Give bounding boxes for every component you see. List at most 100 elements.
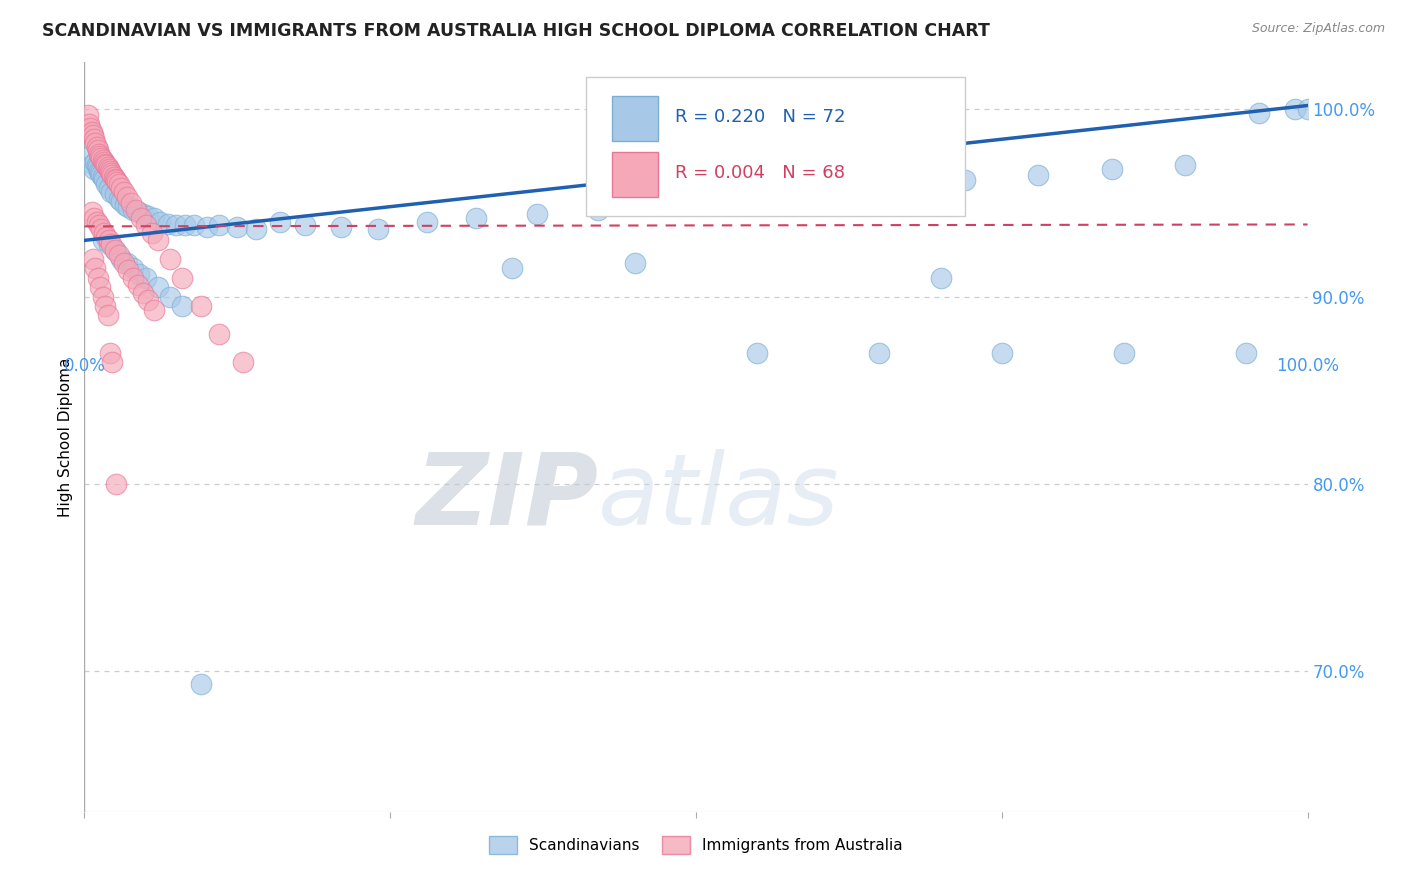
Point	[84, 261, 107, 276]
Point	[83, 162, 105, 177]
Point	[93, 154, 115, 169]
Point	[77, 117, 100, 131]
Point	[93, 226, 115, 240]
Point	[79, 120, 101, 135]
Point	[128, 267, 150, 281]
Point	[1236, 345, 1258, 359]
Point	[294, 219, 316, 233]
Point	[87, 270, 110, 285]
Point	[82, 128, 104, 143]
Point	[105, 175, 128, 189]
Point	[502, 261, 524, 276]
Point	[110, 194, 132, 208]
Point	[747, 345, 769, 359]
Point	[141, 226, 163, 240]
Point	[208, 326, 231, 341]
Point	[107, 177, 129, 191]
Point	[156, 217, 179, 231]
Point	[87, 164, 110, 178]
Point	[90, 222, 112, 236]
Point	[232, 355, 254, 369]
Point	[94, 156, 117, 170]
Text: 0.0%: 0.0%	[63, 357, 105, 375]
Point	[87, 147, 110, 161]
Point	[135, 270, 157, 285]
Point	[136, 209, 159, 223]
Point	[112, 185, 135, 199]
Point	[734, 188, 756, 202]
Point	[105, 476, 128, 491]
Point	[87, 219, 110, 233]
Point	[91, 233, 114, 247]
Point	[330, 220, 353, 235]
Point	[1101, 162, 1123, 177]
Point	[135, 219, 157, 233]
Point	[114, 198, 136, 212]
Point	[115, 256, 138, 270]
Point	[143, 211, 166, 225]
Point	[991, 345, 1014, 359]
Point	[122, 203, 145, 218]
Point	[96, 158, 118, 172]
Point	[115, 190, 138, 204]
Point	[104, 171, 127, 186]
Point	[195, 220, 218, 235]
Point	[97, 162, 120, 177]
Point	[929, 270, 952, 285]
Point	[89, 149, 111, 163]
Point	[86, 214, 108, 228]
Point	[82, 252, 104, 266]
Point	[98, 164, 121, 178]
Point	[77, 108, 100, 122]
Text: SCANDINAVIAN VS IMMIGRANTS FROM AUSTRALIA HIGH SCHOOL DIPLOMA CORRELATION CHART: SCANDINAVIAN VS IMMIGRANTS FROM AUSTRALI…	[42, 22, 990, 40]
Point	[1174, 158, 1197, 172]
Point	[97, 237, 120, 252]
Point	[100, 185, 122, 199]
Text: ZIP: ZIP	[415, 449, 598, 546]
Point	[91, 289, 114, 303]
Point	[416, 214, 439, 228]
Text: Source: ZipAtlas.com: Source: ZipAtlas.com	[1251, 22, 1385, 36]
Point	[98, 345, 121, 359]
Point	[80, 125, 103, 139]
Point	[269, 214, 291, 228]
Point	[87, 161, 110, 175]
Point	[97, 308, 120, 322]
Point	[172, 270, 194, 285]
Point	[91, 153, 114, 167]
Point	[104, 243, 127, 257]
Point	[101, 168, 124, 182]
Point	[97, 233, 120, 247]
Point	[1284, 102, 1306, 116]
Y-axis label: High School Diploma: High School Diploma	[58, 358, 73, 516]
Text: R = 0.220   N = 72: R = 0.220 N = 72	[675, 108, 845, 126]
Point	[82, 156, 104, 170]
Point	[93, 171, 115, 186]
Point	[80, 205, 103, 219]
Point	[79, 149, 101, 163]
Point	[183, 219, 205, 233]
Point	[110, 252, 132, 266]
Point	[190, 299, 212, 313]
Point	[586, 203, 609, 218]
Text: atlas: atlas	[598, 449, 839, 546]
Point	[1296, 102, 1319, 116]
Point	[105, 173, 128, 187]
Point	[87, 144, 110, 158]
Point	[132, 207, 155, 221]
Point	[97, 181, 120, 195]
Point	[84, 136, 107, 150]
Point	[127, 278, 149, 293]
Point	[89, 280, 111, 294]
Text: 100.0%: 100.0%	[1277, 357, 1339, 375]
Point	[464, 211, 486, 225]
Point	[367, 222, 389, 236]
FancyBboxPatch shape	[586, 78, 965, 216]
Point	[526, 207, 548, 221]
Point	[90, 151, 112, 165]
Point	[86, 158, 108, 172]
Point	[1114, 345, 1136, 359]
Point	[97, 161, 120, 175]
Point	[190, 677, 212, 691]
Point	[110, 181, 132, 195]
